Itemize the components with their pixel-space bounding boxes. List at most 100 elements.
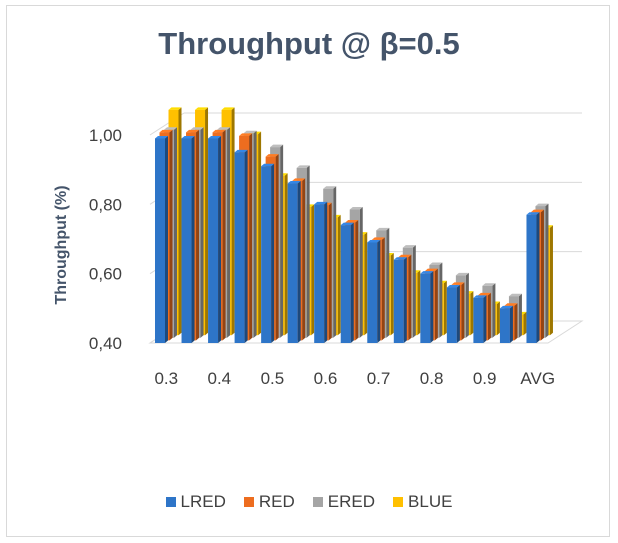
bar-side	[227, 127, 231, 338]
bar-top	[508, 293, 522, 297]
bar-lred-0.55	[287, 181, 301, 343]
legend-item-red: RED	[243, 492, 295, 512]
bar-side	[205, 107, 209, 336]
bar-side	[377, 239, 381, 343]
bar-front	[420, 273, 431, 343]
bar-top	[530, 209, 544, 213]
bar-lred-0.9	[473, 295, 487, 343]
bar-top	[477, 292, 491, 296]
bar-side	[549, 225, 553, 336]
bar-front	[446, 287, 457, 343]
bar-top	[314, 201, 328, 205]
bar-top	[376, 227, 390, 231]
bar-lred-0.95	[499, 305, 513, 343]
legend-label: ERED	[327, 492, 376, 511]
bar-lred-0.7	[367, 239, 381, 343]
bar-side	[284, 173, 288, 336]
bar-side	[496, 301, 500, 336]
bars	[155, 107, 553, 343]
bar-top	[393, 257, 407, 260]
bar-top	[190, 127, 204, 130]
bar-top	[208, 135, 222, 139]
bar-side	[275, 154, 279, 341]
bar-top	[535, 203, 549, 207]
y-axis-label: Throughput (%)	[53, 185, 70, 304]
bar-top	[164, 127, 177, 130]
bar-side	[297, 181, 301, 343]
bar-side	[545, 203, 549, 338]
bar-lred-0.35	[181, 135, 195, 343]
x-tick-label: 0.7	[367, 369, 391, 388]
legend-label: RED	[258, 492, 295, 511]
bar-side	[523, 311, 527, 336]
bar-front	[234, 152, 245, 343]
bar-top	[349, 207, 363, 210]
bar-top	[367, 239, 381, 243]
bar-lred-0.45	[234, 149, 248, 343]
bar-front	[473, 297, 484, 343]
bar-side	[306, 165, 310, 338]
bar-side	[258, 131, 262, 336]
legend: LRED RED ERED BLUE	[0, 492, 618, 512]
bar-top	[402, 245, 416, 248]
bar-side	[174, 127, 177, 338]
bar-side	[324, 201, 328, 343]
bar-top	[243, 130, 257, 134]
bar-side	[439, 262, 443, 338]
bar-front	[287, 183, 298, 343]
legend-item-ered: ERED	[312, 492, 376, 512]
x-tick-label: AVG	[520, 369, 555, 388]
x-tick-label: 0.8	[420, 369, 444, 388]
bar-side	[417, 270, 421, 336]
x-tick-label: 0.5	[261, 369, 285, 388]
bar-top	[292, 178, 306, 181]
bar-side	[249, 133, 253, 341]
bar-side	[311, 204, 315, 336]
bar-side	[381, 237, 385, 341]
x-tick-label: 0.4	[208, 369, 232, 388]
bar-side	[443, 280, 447, 336]
bar-top	[287, 181, 301, 184]
bar-front	[367, 242, 378, 343]
legend-swatch	[243, 497, 254, 507]
bar-lred-0.3	[155, 135, 168, 343]
bar-side	[302, 178, 306, 341]
bar-side	[412, 245, 416, 338]
bar-top	[451, 282, 465, 285]
bar-top	[195, 107, 209, 110]
bar-side	[350, 222, 354, 343]
bar-side	[253, 130, 257, 338]
bar-lred-0.4	[208, 135, 222, 343]
x-tick-label: 0.9	[473, 369, 497, 388]
bar-lred-0.75	[393, 257, 407, 343]
bar-front	[314, 204, 325, 343]
bar-lred-0.85	[446, 285, 460, 343]
y-tick-label: 1,00	[89, 126, 122, 145]
bar-top	[239, 133, 253, 136]
bar-top	[168, 107, 182, 110]
bar-side	[434, 268, 438, 341]
bar-top	[234, 149, 248, 153]
y-tick-label: 0,80	[89, 195, 122, 214]
chart-title: Throughput @ β=0.5	[158, 26, 460, 61]
bar-top	[217, 127, 231, 130]
bar-side	[200, 127, 204, 338]
y-tick-label: 0,40	[89, 334, 122, 353]
bar-side	[231, 107, 235, 336]
bar-front	[181, 138, 192, 343]
bar-top	[345, 220, 359, 223]
bar-side	[536, 212, 540, 343]
legend-swatch	[312, 497, 323, 507]
bar-top	[221, 107, 235, 110]
bar-side	[483, 295, 487, 343]
y-tick-label: 0,60	[89, 265, 122, 284]
legend-item-lred: LRED	[165, 492, 226, 512]
bar-side	[430, 271, 434, 343]
bar-side	[333, 186, 337, 338]
bar-top	[398, 254, 412, 258]
bar-top	[371, 237, 385, 240]
bar-side	[169, 129, 173, 341]
bar-top	[212, 129, 226, 133]
bar-side	[355, 220, 359, 341]
bar-side	[280, 144, 284, 338]
